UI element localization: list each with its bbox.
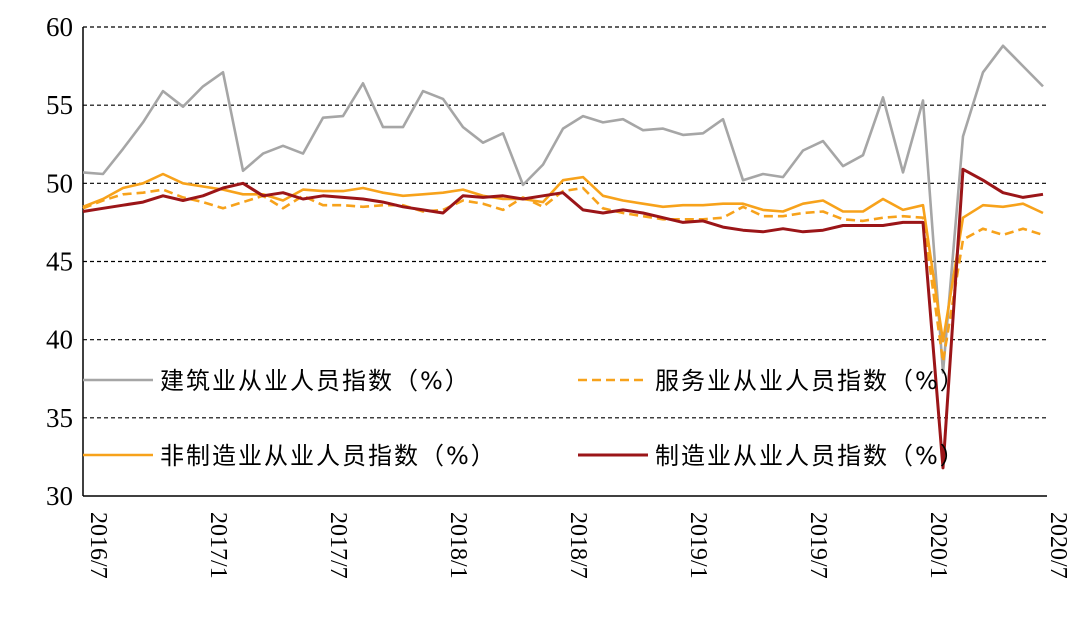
legend-label-3: 制造业从业人员指数（%） [655,442,966,470]
series-line-2 [82,172,1044,343]
y-tick-label: 45 [46,247,73,277]
legend-label-2: 非制造业从业人员指数（%） [160,442,497,470]
x-tick-label: 2018/1 [445,512,471,579]
legend: 建筑业从业人员指数（%） 服务业从业人员指数（%） 非制造业从业人员指数（%） 制造业… [83,367,966,470]
series-line-0 [82,44,1044,374]
x-tick-label: 2017/7 [325,512,351,579]
y-tick-label: 35 [46,403,73,433]
x-tick-label: 2019/7 [805,512,831,579]
legend-label-0: 建筑业从业人员指数（%） [160,367,471,395]
y-tick-label: 30 [46,481,73,511]
series-lines [82,44,1044,470]
x-tick-label: 2017/1 [205,512,231,579]
y-tick-label: 55 [46,90,73,120]
x-tick-label: 2018/7 [565,512,591,579]
y-tick-label: 60 [46,12,73,42]
x-tick-label: 2016/7 [85,512,111,579]
axes [82,27,1047,497]
x-tick-label: 2020/1 [925,512,951,579]
y-axis-tick-labels: 30 35 40 45 50 55 60 [46,12,73,511]
x-axis-tick-labels: 2016/7 2017/1 2017/7 2018/1 2018/7 2019/1 2019… [85,512,1071,579]
y-tick-label: 40 [46,325,73,355]
legend-label-1: 服务业从业人员指数（%） [655,367,966,395]
x-tick-label: 2020/7 [1045,512,1071,579]
y-tick-label: 50 [46,168,73,198]
x-tick-label: 2019/1 [685,512,711,579]
series-line-1 [82,186,1044,363]
series-line-3 [82,167,1044,470]
